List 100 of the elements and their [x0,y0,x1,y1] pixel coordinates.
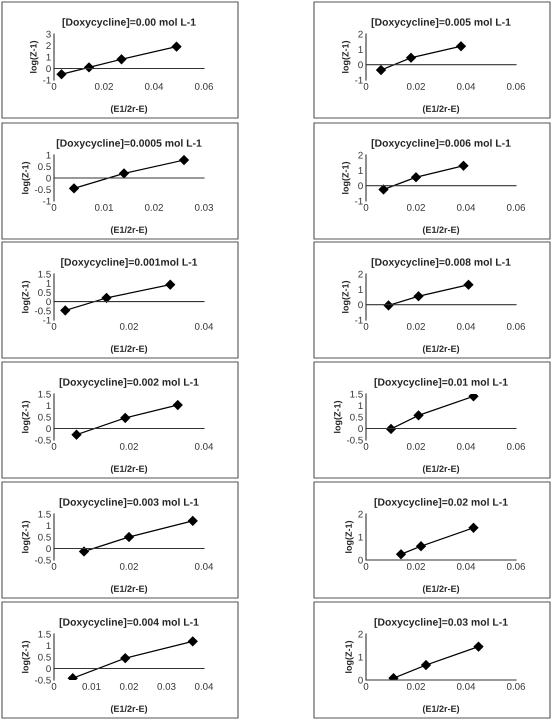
x-axis-title: (E1/2r-E) [422,345,460,354]
y-axis-title: log(Z-1) [342,280,350,313]
x-tick-label: 0 [52,563,56,570]
x-tick-label: 0.04 [456,323,476,330]
x-tick-label: 0 [364,443,368,450]
x-axis-title: (E1/2r-E) [110,345,148,354]
point [172,42,182,52]
point [378,184,388,194]
x-tick-label: 0.02 [406,563,425,570]
point [416,541,426,552]
x-tick-label: 0 [364,323,368,330]
x-tick-label: 0.06 [506,683,526,690]
x-tick-label: 0.03 [157,683,176,690]
y-tick-label: 1.5 [350,390,363,398]
y-axis-title: log(Z-1) [342,162,350,194]
y-tick-label: -0.5 [34,186,51,194]
point [468,522,478,533]
x-tick-label: 0.02 [120,443,138,450]
y-axis-title: log(Z-1) [22,280,30,313]
x-tick-label: 0.04 [456,443,476,450]
chart-title: [Doxycycline]=0.02 mol L-1 [374,498,508,508]
y-tick-label: 0 [46,174,51,182]
y-tick-label: 0 [46,298,51,306]
x-axis-title: (E1/2r-E) [422,585,460,594]
y-tick-label: 1 [358,286,363,293]
y-axis-title: log(Z-1) [22,400,30,433]
point [172,400,183,410]
x-axis-title: (E1/2r-E) [422,705,460,714]
x-axis-title: (E1/2r-E) [422,465,460,474]
x-tick-label: 0 [52,443,56,450]
x-tick-label: 0.03 [194,204,214,211]
x-tick-label: 0.02 [120,683,138,690]
chart-title: [Doxycycline]=0.002 mol L-1 [60,378,199,388]
y-tick-label: -1 [43,316,51,324]
y-tick-label: -1 [43,198,51,205]
point [411,172,421,182]
x-tick-label: 0 [364,204,368,211]
x-axis-title: (E1/2r-E) [110,105,148,114]
y-tick-label: -0.5 [34,436,51,444]
point [165,280,176,290]
point [119,168,129,178]
y-tick-label: 1 [46,642,51,650]
point [396,549,406,560]
y-tick-label: 0 [358,425,363,432]
y-tick-label: 1 [46,54,51,61]
x-axis-title: (E1/2r-E) [422,226,460,235]
x-tick-label: 0 [364,563,368,570]
point [458,160,468,171]
y-tick-label: 2 [46,42,51,50]
point [188,636,198,646]
x-axis-title: (E1/2r-E) [422,105,460,114]
y-tick-label: 2 [358,152,363,159]
y-tick-label: -0.5 [346,436,363,444]
chart-title: [Doxycycline]=0.005 mol L-1 [372,18,511,28]
y-tick-label: 0 [358,556,363,564]
x-axis-title: (E1/2r-E) [110,705,148,714]
y-tick-label: 0 [358,676,363,684]
point [72,430,82,440]
x-tick-label: 0.02 [406,443,425,450]
y-tick-label: -1 [43,76,51,84]
x-tick-label: 0.02 [120,323,138,330]
y-tick-label: 0.5 [38,414,51,421]
chart-title: [Doxycycline]=0.03 mol L-1 [374,618,508,628]
x-tick-label: 0.02 [406,83,425,90]
y-axis-title: log(Z-1) [345,640,354,673]
y-tick-label: 1.5 [38,270,51,278]
x-tick-label: 0.06 [506,323,526,330]
y-tick-label: -0.5 [34,308,51,314]
x-tick-label: 0.02 [94,83,113,90]
point [421,660,431,670]
chart-title: [Doxycycline]=0.01 mol L-1 [374,378,508,388]
y-tick-label: 2 [358,510,363,518]
y-tick-label: 3 [46,30,51,38]
y-tick-label: 1 [358,167,363,174]
x-tick-label: 0.04 [456,683,476,690]
y-tick-label: 1 [46,280,51,287]
y-tick-label: 0 [46,425,51,432]
y-axis-title: log(Z-1) [22,162,30,194]
x-tick-label: 0.02 [406,204,425,211]
y-axis-title: log(Z-1) [334,400,342,433]
y-tick-label: 0 [358,182,363,190]
y-tick-label: 2 [358,630,363,638]
x-tick-label: 0 [364,83,368,90]
x-tick-label: 0.04 [194,443,214,450]
y-axis-title: log(Z-1) [345,520,354,553]
x-tick-label: 0.01 [94,204,113,211]
y-tick-label: 0.5 [38,534,51,541]
y-tick-label: -0.5 [34,556,51,564]
x-tick-label: 0.02 [406,683,425,690]
y-tick-label: 0 [358,61,363,68]
x-tick-label: 0.04 [456,204,476,211]
point [406,52,416,63]
x-tick-label: 0.02 [120,563,138,570]
chart-title: [Doxycycline]=0.0005 mol L-1 [56,139,202,149]
y-tick-label: 0 [46,665,51,672]
x-tick-label: 0.04 [456,563,476,570]
y-tick-label: 1 [358,46,363,53]
y-axis-title: log(Z-1) [22,640,30,673]
x-tick-label: 0.02 [406,323,425,330]
x-tick-label: 0.06 [506,83,526,90]
